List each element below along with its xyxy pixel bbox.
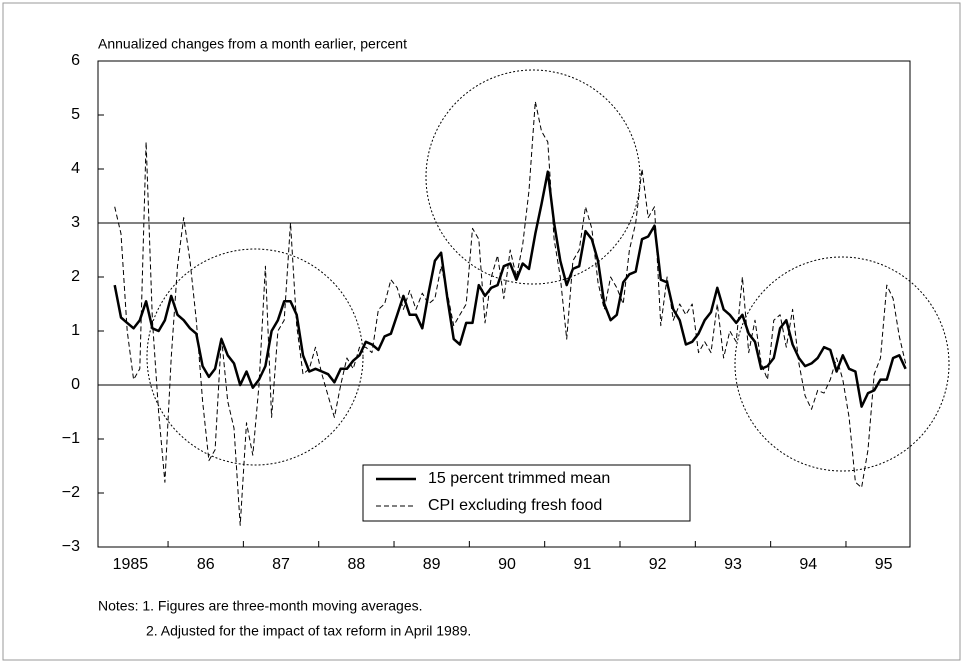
y-tick-label: −3: [62, 538, 80, 555]
x-tick-label: 93: [724, 556, 742, 573]
series-line: [113, 170, 907, 408]
x-tick-label: 86: [197, 556, 215, 573]
x-tick-label: 87: [272, 556, 290, 573]
note: Notes: 1. Figures are three-month moving…: [98, 598, 423, 614]
x-tick-label: 89: [423, 556, 441, 573]
subtitle: Annualized changes from a month earlier,…: [98, 36, 407, 52]
x-tick-label: 90: [498, 556, 516, 573]
plot-area: [97, 60, 911, 548]
highlight-circle: [146, 248, 364, 466]
x-tick-label: 88: [347, 556, 365, 573]
highlight-circle: [734, 256, 950, 472]
y-tick-label: −1: [62, 430, 80, 447]
y-tick-label: 1: [71, 322, 80, 339]
highlight-circle: [425, 69, 641, 285]
x-tick-label: 95: [875, 556, 893, 573]
x-tick-label: 1985: [113, 556, 149, 573]
note: 2. Adjusted for the impact of tax reform…: [146, 623, 471, 639]
legend-label: 15 percent trimmed mean: [428, 470, 610, 487]
y-tick-label: 6: [71, 52, 80, 69]
legend-label: CPI excluding fresh food: [428, 497, 602, 514]
x-tick-label: 92: [649, 556, 667, 573]
x-tick-label: 91: [573, 556, 591, 573]
y-tick-label: −2: [62, 484, 80, 501]
y-tick-label: 2: [71, 268, 80, 285]
series-line: [114, 101, 907, 526]
legend: [362, 464, 691, 522]
x-tick-label: 94: [799, 556, 817, 573]
y-tick-label: 3: [71, 214, 80, 231]
y-tick-label: 5: [71, 106, 80, 123]
y-tick-label: 0: [71, 376, 80, 393]
y-tick-label: 4: [71, 160, 80, 177]
